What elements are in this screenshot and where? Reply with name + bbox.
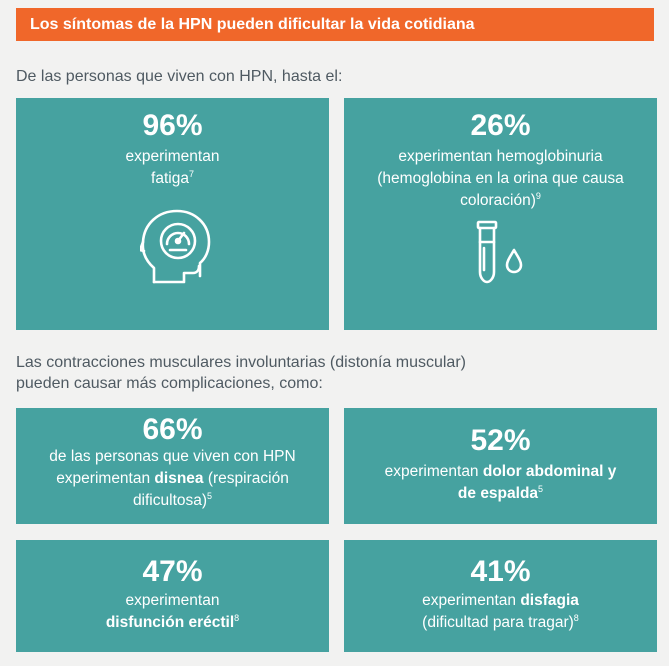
stat-text: de espalda5 [457,483,544,502]
stat-text: experimentan [125,148,220,165]
stat-card-abdominal-pain: 52% experimentan dolor abdominal y de es… [344,408,657,524]
stat-text: experimentan disfagia [422,592,579,609]
intro-line: De las personas que viven con HPN, hasta… [16,68,343,85]
stat-card-erectile-dysfunction: 47% experimentan disfunción eréctil8 [16,540,329,652]
intro-text: De las personas que viven con HPN, hasta… [16,66,342,87]
stat-percent: 52% [470,424,531,457]
reference: 8 [234,612,240,623]
banner-title: Los síntomas de la HPN pueden dificultar… [30,15,475,33]
reference: 8 [573,612,579,623]
reference: 5 [207,490,213,501]
intro-text-complications: Las contracciones musculares involuntari… [16,352,466,394]
stat-percent: 96% [142,109,203,142]
reference: 5 [538,483,544,494]
stat-text: dificultosa)5 [132,490,213,509]
stat-percent: 66% [142,413,203,446]
stat-text: (hemoglobina en la orina que causa [377,170,624,187]
stat-percent: 26% [470,109,531,142]
stat-percent: 41% [470,555,531,588]
stat-text: fatiga7 [151,168,194,187]
stat-card-dyspnea: 66% de las personas que viven con HPN ex… [16,408,329,524]
stat-text: de las personas que viven con HPN [49,448,296,465]
stat-text: experimentan dolor abdominal y [384,463,617,480]
stat-text: experimentan hemoglobinuria [398,148,603,165]
intro-line: Las contracciones musculares involuntari… [16,354,466,371]
reference: 7 [188,168,194,179]
reference: 9 [535,190,541,201]
stat-percent: 47% [142,555,203,588]
stat-text: coloración)9 [460,190,541,209]
stat-card-hemoglobinuria: 26% experimentan hemoglobinuria (hemoglo… [344,98,657,330]
stat-text: (dificultad para tragar)8 [422,612,579,631]
stat-card-fatigue: 96% experimentan fatiga7 [16,98,329,330]
intro-line: pueden causar más complicaciones, como: [16,375,323,392]
head-gauge-icon [140,209,211,284]
banner: Los síntomas de la HPN pueden dificultar… [16,8,654,41]
stat-text: experimentan disnea (respiración [56,470,289,487]
stat-text: experimentan [125,592,220,609]
stat-text: disfunción eréctil8 [105,612,240,631]
test-tube-droplet-icon [476,220,523,284]
stat-card-dysphagia: 41% experimentan disfagia (dificultad pa… [344,540,657,652]
